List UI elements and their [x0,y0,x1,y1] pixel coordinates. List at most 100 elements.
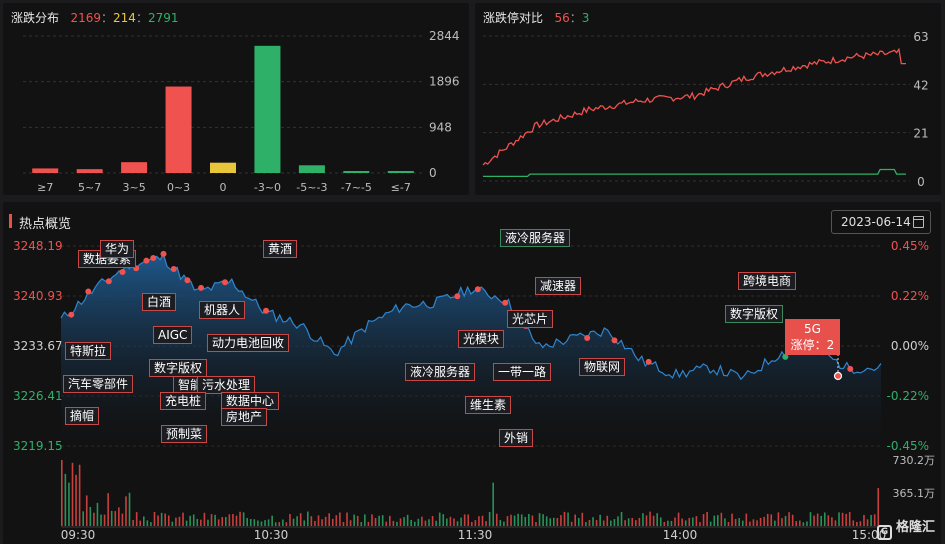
volume-bar [802,522,805,526]
tag-real-estate[interactable]: 房地产 [221,408,268,426]
volume-bar [110,510,113,526]
volume-bar [118,507,120,526]
volume-bar [356,515,359,526]
volume-bar [321,519,323,526]
volume-bar [738,518,740,526]
highlight-marker [833,371,843,381]
volume-bar [674,517,676,526]
volume-bar [574,514,576,526]
volume-bar [859,521,862,526]
volume-bar [488,511,491,526]
tag-export[interactable]: 外销 [499,429,534,447]
volume-bar [863,514,865,526]
tag-liquid-cooling-2[interactable]: 液冷服务器 [405,363,476,381]
volume-bar [831,517,833,526]
volume-bar [71,462,74,526]
y-tick-label: 948 [429,120,452,134]
tag-digital-copyright[interactable]: 数字版权 [149,359,208,377]
event-marker [143,257,150,264]
volume-bar [495,513,498,526]
volume-bar [503,521,505,526]
tag-sewage[interactable]: 污水处理 [197,376,256,394]
volume-bar [624,520,626,526]
volume-bar [702,514,705,526]
left-tick-label: 3226.41 [13,389,63,403]
y-tick-label: 21 [913,127,928,141]
volume-bar [731,513,733,526]
volume-bar [307,511,309,526]
tag-baijiu[interactable]: 白酒 [142,293,177,311]
bar [210,162,236,173]
volume-bar [499,519,502,526]
y-tick-label: 63 [913,30,928,44]
tag-prepared-food[interactable]: 预制菜 [161,425,208,443]
tag-digital-copyright-2[interactable]: 数字版权 [725,305,784,323]
calendar-icon[interactable] [913,216,924,228]
tag-battery-recycling[interactable]: 动力电池回收 [207,334,290,352]
date-picker[interactable]: 2023-06-14 [831,210,931,234]
tag-robot[interactable]: 机器人 [199,301,246,319]
volume-bar [399,518,402,526]
highlight-5g-box[interactable]: 5G 涨停：2 [785,319,840,355]
x-tick-label: 0 [220,181,227,194]
tag-vitamin[interactable]: 维生素 [465,396,512,414]
x-tick-label: -5~-3 [296,181,327,194]
volume-bar [606,515,609,526]
volume-bar [68,482,70,526]
tag-huangjiu[interactable]: 黄酒 [263,240,298,258]
bar [387,171,414,173]
bar [165,86,192,173]
volume-bar [560,515,562,526]
volume-bar [823,512,826,526]
volume-bar [346,512,348,526]
volume-bar [242,512,245,526]
volume-bar [342,522,345,526]
volume-bar [392,520,395,526]
volume-bar [602,520,605,526]
volume-bar [699,522,701,526]
tag-optical-chip[interactable]: 光芯片 [507,310,554,328]
volume-bar [677,512,680,526]
volume-bar [274,522,277,526]
volume-bar [431,515,434,526]
tag-aigc[interactable]: AIGC [153,326,193,344]
volume-bar [442,514,445,526]
volume-bar [339,512,341,526]
tag-liquid-cooling-1[interactable]: 液冷服务器 [500,229,571,247]
tag-optical-module[interactable]: 光模块 [458,330,505,348]
tag-iot[interactable]: 物联网 [579,358,626,376]
limit-chart: 63 42 21 0 [482,30,929,189]
x-tick-label: 3~5 [123,181,146,194]
tag-reducer[interactable]: 减速器 [535,277,582,295]
limit-up-count: 56 [554,11,570,25]
event-marker [170,265,177,272]
volume-bar [446,518,448,526]
volume-bar [225,517,227,526]
event-marker [160,250,167,257]
volume-bar [845,513,847,526]
tag-huawei[interactable]: 华为 [100,240,135,258]
volume-bar [595,520,598,526]
volume-bar [478,516,480,526]
event-marker [222,279,228,286]
tag-cross-border-ecommerce[interactable]: 跨境电商 [738,272,797,290]
event-marker [150,255,157,262]
volume-bar [766,513,769,526]
tag-zhaimao[interactable]: 摘帽 [65,407,100,425]
volume-bar [617,516,619,526]
volume-bar [132,519,134,526]
tag-auto-parts[interactable]: 汽车零部件 [63,375,134,393]
tag-tesla[interactable]: 特斯拉 [65,342,112,360]
volume-bar [160,512,163,526]
tag-charging-pile[interactable]: 充电桩 [160,392,207,410]
event-marker [454,293,461,300]
event-marker [847,365,854,372]
volume-bar [645,515,648,526]
volume-bar [635,520,637,526]
volume-bar [599,514,601,526]
volume-bar [103,514,106,526]
volume-bar [328,513,330,526]
bar [32,168,59,173]
tag-belt-road[interactable]: 一带一路 [493,363,552,381]
volume-bar [196,518,199,526]
